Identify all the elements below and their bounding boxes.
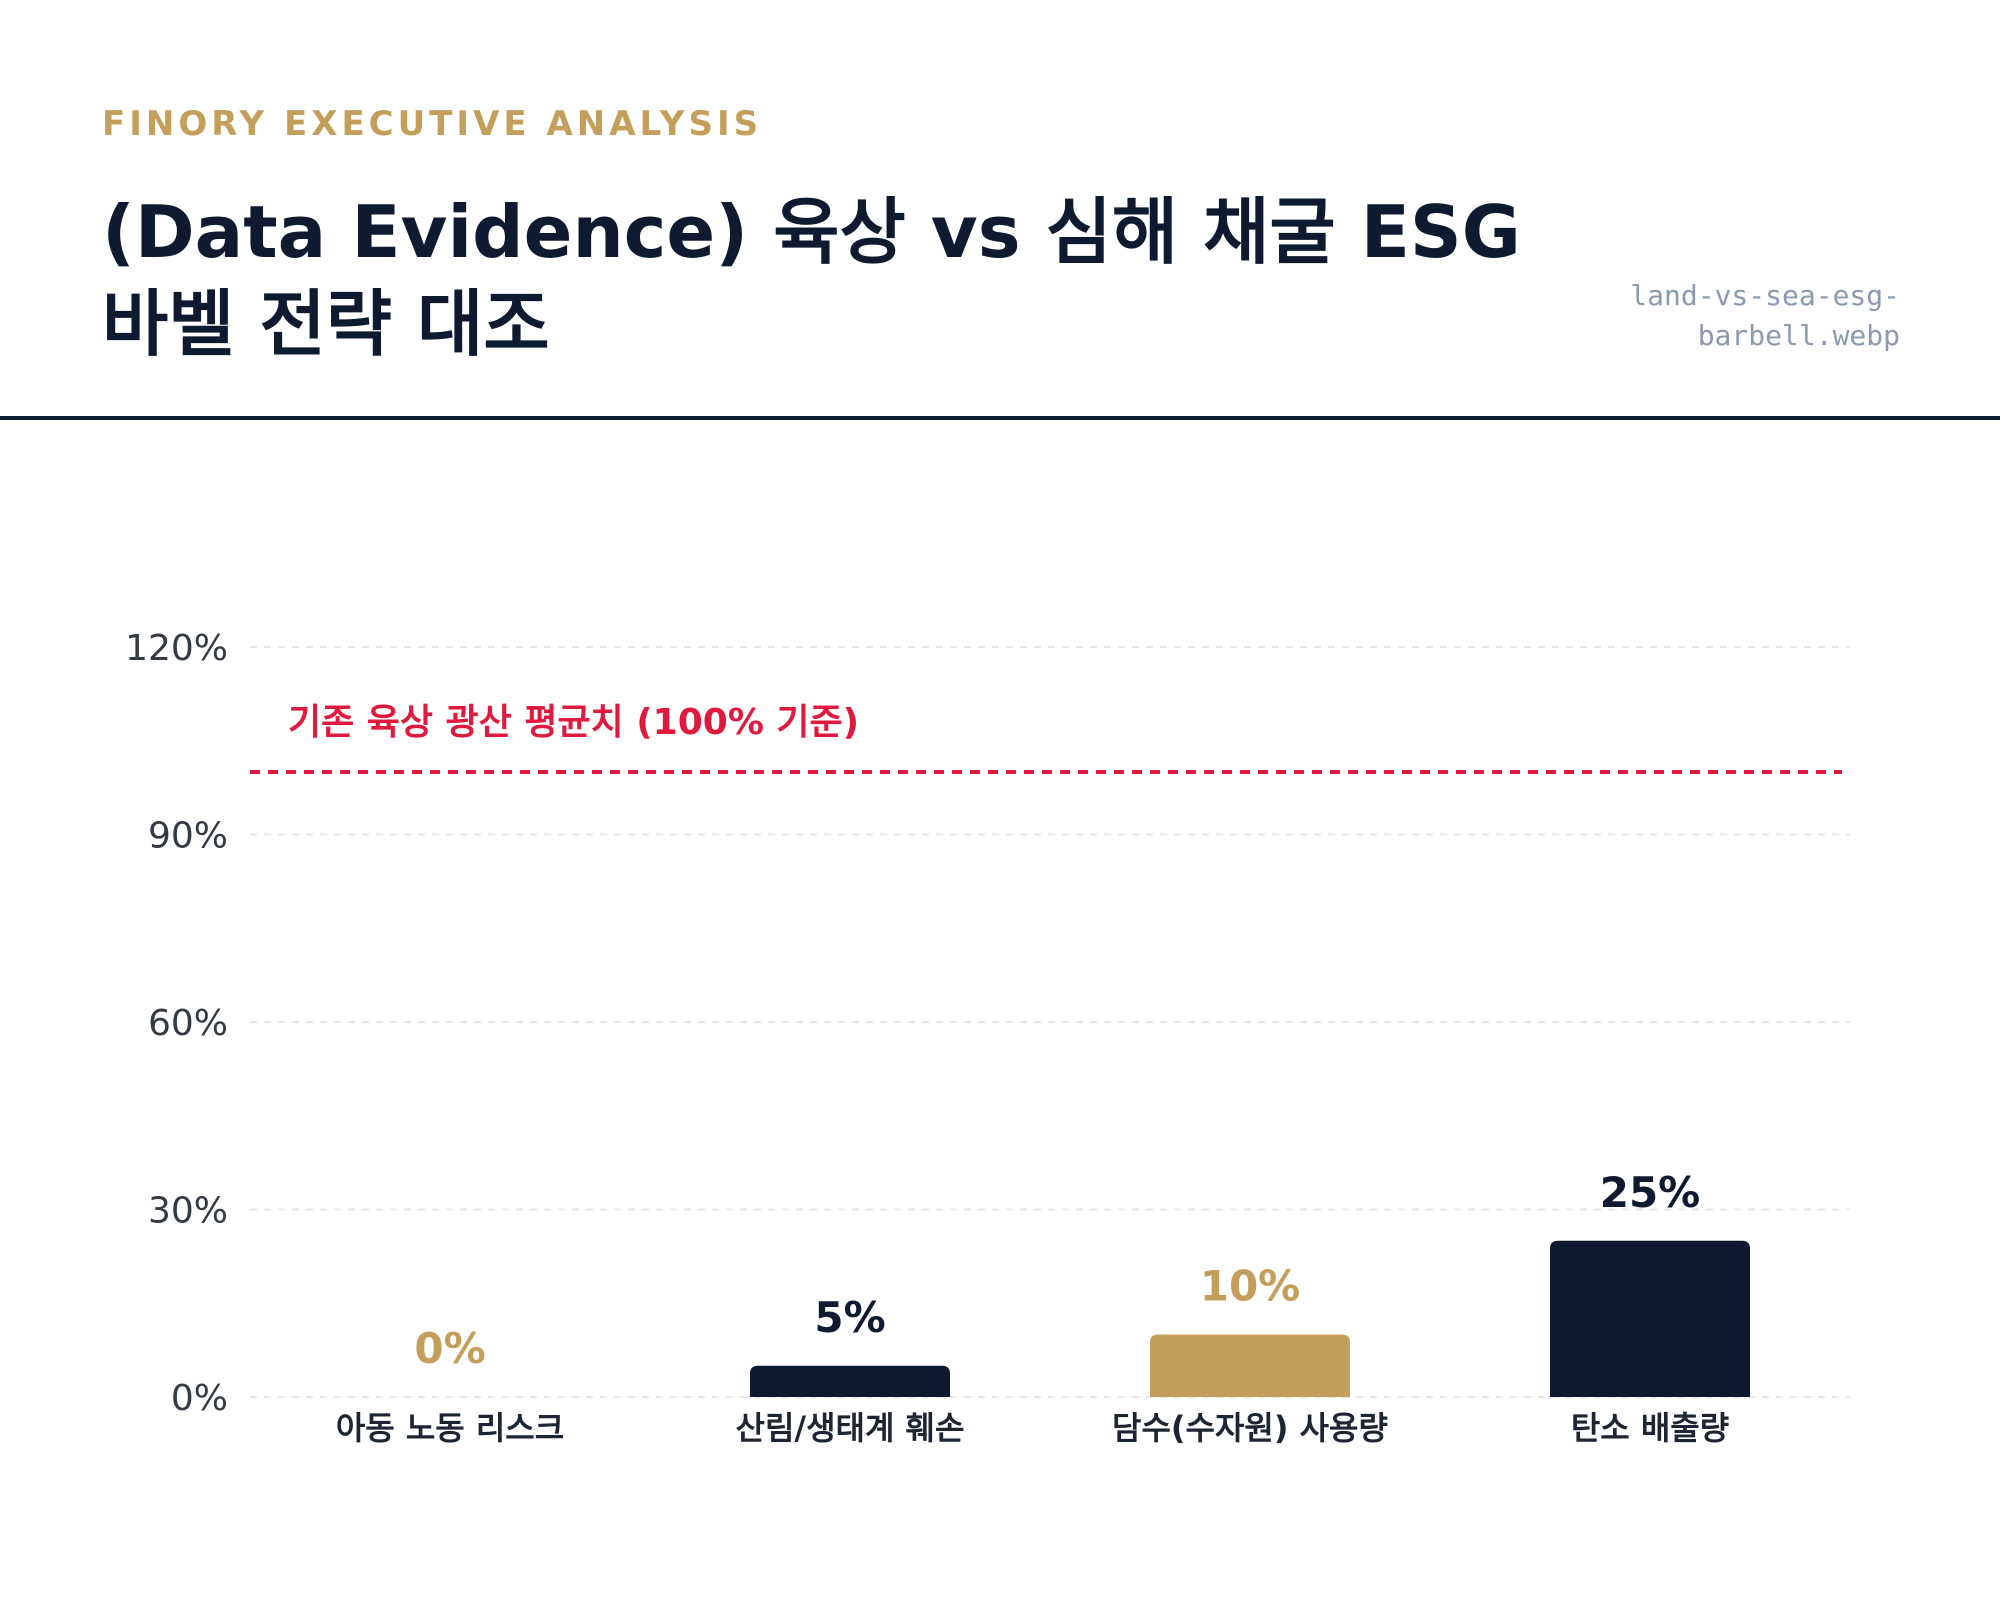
x-axis-label: 탄소 배출량: [1571, 1409, 1729, 1447]
eyebrow-label: FINORY EXECUTIVE ANALYSIS: [102, 104, 763, 144]
reference-line-group: 기존 육상 광산 평균치 (100% 기준): [250, 702, 1842, 774]
y-tick-label: 90%: [148, 816, 228, 857]
y-tick-label: 0%: [171, 1378, 228, 1419]
x-axis-labels: 아동 노동 리스크 산림/생태계 훼손 담수(수자원) 사용량 탄소 배출량: [336, 1409, 1729, 1447]
file-name-label: land-vs-sea-esg-barbell.webp: [1630, 279, 1900, 352]
reference-line-label: 기존 육상 광산 평균치 (100% 기준): [288, 702, 859, 743]
bar: [1550, 1240, 1750, 1397]
value-label: 10%: [1200, 1262, 1301, 1311]
y-tick-label: 120%: [125, 628, 228, 669]
x-axis-label: 산림/생태계 훼손: [736, 1409, 965, 1447]
value-label: 0%: [414, 1324, 485, 1373]
value-labels: 0% 5% 10% 25%: [414, 1168, 1700, 1373]
bars: [750, 1240, 1750, 1397]
x-axis-label: 아동 노동 리스크: [336, 1409, 564, 1447]
bar: [1150, 1334, 1350, 1397]
y-tick-label: 60%: [148, 1003, 228, 1044]
header-divider: [0, 416, 2000, 420]
x-axis-label: 담수(수자원) 사용량: [1112, 1409, 1388, 1447]
value-label: 5%: [814, 1293, 885, 1342]
page-title: (Data Evidence) 육상 vs 심해 채굴 ESG 바벨 전략 대조: [102, 190, 1521, 366]
value-label: 25%: [1600, 1168, 1701, 1217]
bar: [750, 1365, 950, 1397]
y-axis-ticks: 0% 30% 60% 90% 120%: [125, 628, 228, 1419]
y-tick-label: 30%: [148, 1191, 228, 1232]
